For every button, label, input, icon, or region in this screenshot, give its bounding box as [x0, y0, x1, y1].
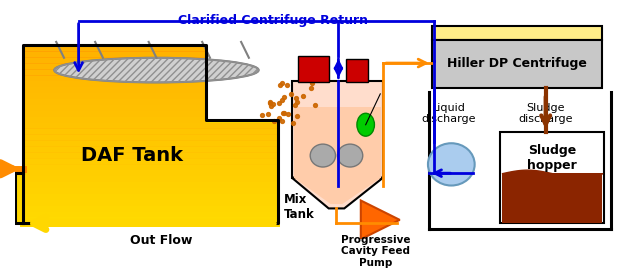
Ellipse shape: [357, 113, 374, 136]
Bar: [23, 51, 206, 58]
Bar: [16, 173, 23, 223]
Bar: [23, 182, 278, 188]
Circle shape: [338, 144, 363, 167]
Text: Hiller DP Centrifuge: Hiller DP Centrifuge: [447, 58, 587, 70]
Bar: [23, 81, 206, 87]
Polygon shape: [293, 178, 381, 204]
Ellipse shape: [54, 58, 259, 82]
Bar: [23, 120, 278, 223]
Bar: [23, 57, 206, 64]
Text: Liquid
discharge: Liquid discharge: [421, 103, 475, 124]
Bar: [23, 211, 278, 218]
Polygon shape: [292, 178, 383, 208]
Text: Sludge
discharge: Sludge discharge: [518, 103, 573, 124]
Bar: [298, 56, 329, 82]
Text: DAF Tank: DAF Tank: [81, 146, 183, 165]
Bar: [23, 206, 278, 212]
Polygon shape: [361, 201, 400, 239]
Text: Mix
Tank: Mix Tank: [284, 193, 315, 221]
Circle shape: [310, 144, 336, 167]
Bar: [23, 45, 206, 120]
Bar: [23, 164, 278, 170]
Bar: [23, 158, 278, 164]
Bar: [23, 117, 206, 123]
Bar: [23, 69, 206, 76]
Bar: [23, 140, 278, 147]
Bar: [23, 63, 206, 70]
Bar: [293, 107, 381, 178]
Text: Sludge
hopper: Sludge hopper: [527, 144, 577, 172]
Bar: [23, 75, 206, 82]
Bar: [23, 152, 278, 158]
Bar: [23, 194, 278, 200]
Bar: [23, 123, 278, 129]
Bar: [432, 40, 602, 88]
Bar: [23, 134, 278, 141]
Bar: [23, 176, 278, 182]
Bar: [23, 111, 206, 117]
Bar: [23, 188, 278, 194]
Bar: [346, 59, 368, 82]
Bar: [23, 200, 278, 206]
Bar: [23, 105, 206, 111]
Bar: [23, 217, 278, 224]
Bar: [23, 99, 206, 105]
Text: Progressive
Cavity Feed
Pump: Progressive Cavity Feed Pump: [341, 235, 410, 268]
Bar: [502, 173, 602, 223]
Bar: [292, 81, 383, 178]
Bar: [23, 45, 206, 52]
Bar: [23, 129, 278, 135]
Text: Out Flow: Out Flow: [130, 234, 193, 247]
Bar: [432, 26, 602, 40]
Bar: [23, 87, 206, 93]
Bar: [23, 170, 278, 176]
Bar: [23, 146, 278, 153]
Bar: [23, 93, 206, 99]
Bar: [500, 132, 604, 223]
Text: Clarified Centrifuge Return: Clarified Centrifuge Return: [178, 14, 368, 27]
Circle shape: [428, 143, 475, 185]
